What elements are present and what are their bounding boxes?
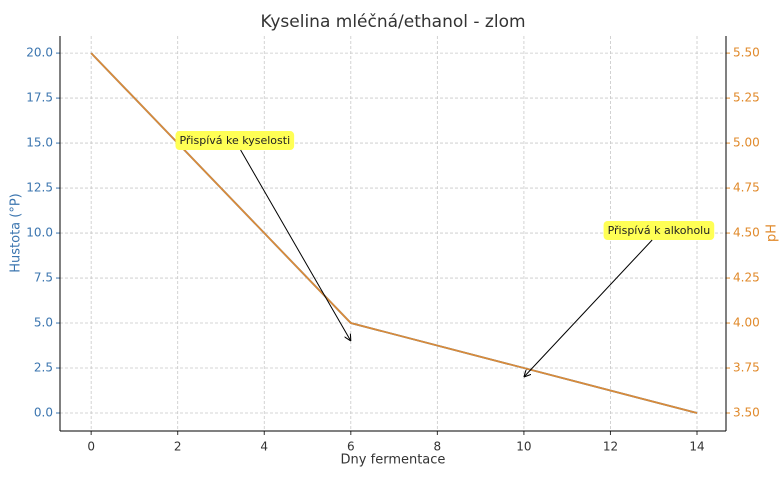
- annotation: Přispívá ke kyselosti: [175, 131, 350, 341]
- y2-axis-label: pH: [765, 224, 780, 242]
- x-tick-label: 0: [87, 440, 95, 454]
- y-tick-label: 15.0: [26, 136, 53, 150]
- annotation-arrow: [240, 149, 351, 341]
- annotation-arrow: [524, 239, 653, 377]
- y-tick-label: 7.5: [34, 271, 53, 285]
- y2-tick-label: 4.50: [733, 226, 760, 240]
- y-tick-label: 5.0: [34, 316, 53, 330]
- annotation-text: Přispívá ke kyselosti: [179, 134, 290, 147]
- y-tick-label: 0.0: [34, 406, 53, 420]
- x-tick-label: 6: [347, 440, 355, 454]
- y2-tick-label: 4.25: [733, 271, 760, 285]
- x-tick-label: 12: [603, 440, 618, 454]
- y2-tick-label: 3.50: [733, 406, 760, 420]
- annotation: Přispívá k alkoholu: [524, 221, 715, 377]
- x-tick-label: 4: [260, 440, 268, 454]
- x-tick-label: 14: [689, 440, 704, 454]
- annotation-box: [603, 221, 715, 241]
- x-tick-label: 2: [174, 440, 182, 454]
- annotation-text: Přispívá k alkoholu: [608, 224, 711, 237]
- y2-tick-label: 5.25: [733, 91, 760, 105]
- y2-tick-label: 3.75: [733, 361, 760, 375]
- y-tick-label: 17.5: [26, 91, 53, 105]
- chart-title: Kyselina mléčná/ethanol - zlom: [260, 12, 525, 32]
- annotation-box: [175, 131, 295, 151]
- y2-tick-label: 4.00: [733, 316, 760, 330]
- x-tick-label: 8: [434, 440, 442, 454]
- y2-tick-label: 5.00: [733, 136, 760, 150]
- y-tick-label: 10.0: [26, 226, 53, 240]
- x-axis-label: Dny fermentace: [341, 453, 446, 468]
- y-axis-label: Hustota (°P): [9, 193, 24, 273]
- y2-tick-label: 5.50: [733, 46, 760, 60]
- x-tick-label: 10: [516, 440, 531, 454]
- y-tick-label: 12.5: [26, 181, 53, 195]
- y2-tick-label: 4.75: [733, 181, 760, 195]
- y-tick-label: 2.5: [34, 361, 53, 375]
- y-tick-label: 20.0: [26, 46, 53, 60]
